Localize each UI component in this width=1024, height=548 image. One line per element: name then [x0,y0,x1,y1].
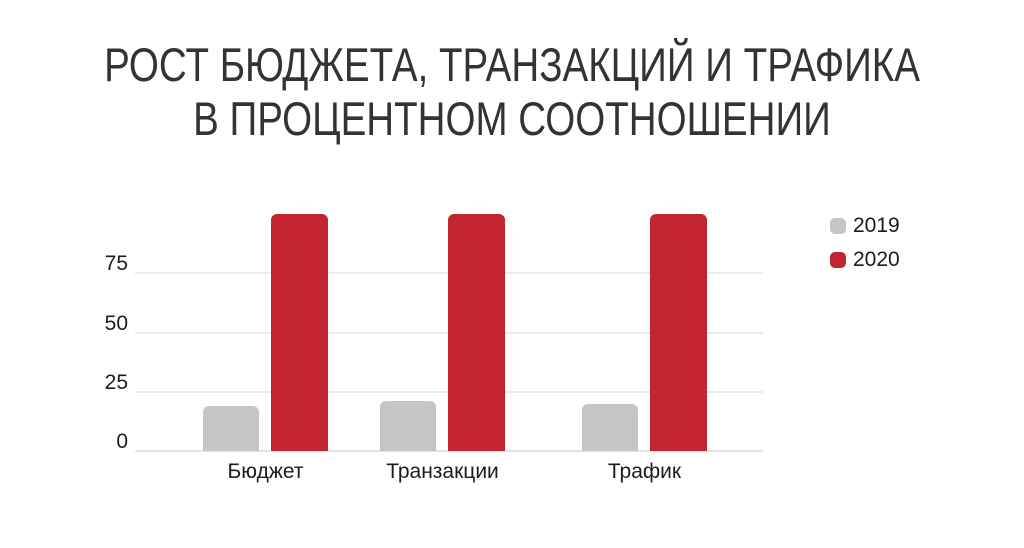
chart-title-line2: В ПРОЦЕНТНОМ СООТНОШЕНИИ [193,92,831,145]
x-axis-label-Транзакции: Транзакции [386,460,499,483]
bar-2020-Трафик [650,214,707,451]
x-axis-label-Трафик: Трафик [607,460,682,483]
bar-2019-Транзакции [380,401,436,451]
y-tick-label-75: 75 [104,252,128,276]
y-tick-label-25: 25 [104,370,128,394]
chart-title-line1: РОСТ БЮДЖЕТА, ТРАНЗАКЦИЙ И ТРАФИКА [104,38,920,91]
legend-swatch-2020 [830,252,846,268]
legend-label-2019: 2019 [853,214,900,237]
bar-2020-Бюджет [271,214,328,451]
x-axis-label-Бюджет: Бюджет [227,460,304,483]
legend: 2019 2020 [830,214,900,272]
chart-title: РОСТ БЮДЖЕТА, ТРАНЗАКЦИЙ И ТРАФИКА В ПРО… [92,38,932,146]
legend-swatch-2019 [830,218,846,234]
legend-label-2020: 2020 [853,248,900,271]
legend-item-2020: 2020 [830,248,900,272]
bar-2019-Бюджет [203,406,259,451]
bar-2020-Транзакции [448,214,505,451]
bar-2019-Трафик [582,404,638,451]
gridline-y0 [135,450,763,452]
y-tick-label-0: 0 [116,430,128,453]
legend-item-2019: 2019 [830,214,900,238]
y-tick-label-50: 50 [104,311,128,335]
